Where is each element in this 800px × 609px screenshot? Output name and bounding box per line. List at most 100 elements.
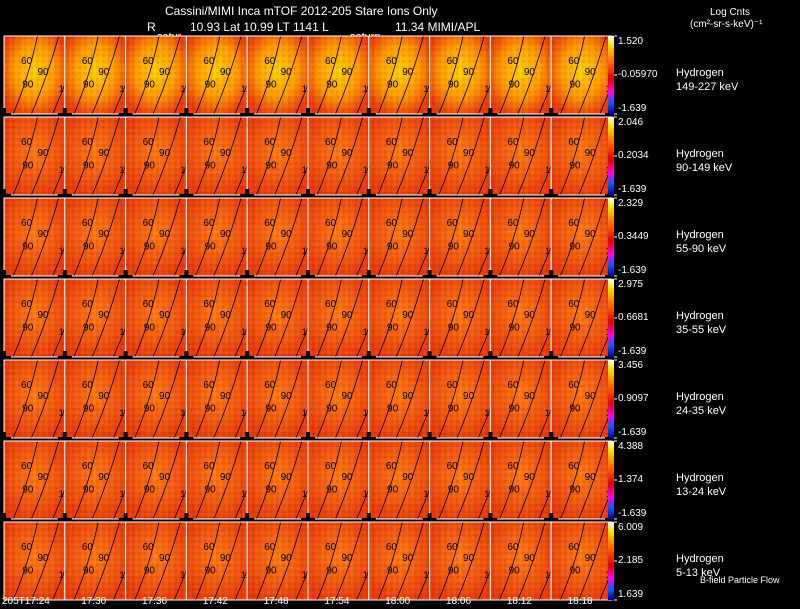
contour-label: 12 <box>59 570 69 580</box>
heatmap-cell <box>550 521 631 601</box>
plot-title: Cassini/MIMI Inca mTOF 2012-205 Stare Io… <box>165 4 438 18</box>
colorbar-tick-label: 0.9097 <box>618 393 649 404</box>
contour-label: 90 <box>281 310 293 321</box>
contour-label: 12 <box>59 327 69 337</box>
grid-cross-marker <box>427 432 432 446</box>
contour-label: 60 <box>264 218 276 229</box>
contour-label: 60 <box>447 218 459 229</box>
grid-cross-marker <box>488 351 493 365</box>
heatmap-cell <box>550 359 631 439</box>
contour-label: 60 <box>21 56 33 67</box>
contour-label: 60 <box>21 542 33 553</box>
contour-label: 90 <box>402 472 414 483</box>
heatmap-cell <box>307 116 388 196</box>
contour-label: 90 <box>159 67 171 78</box>
contour-label: 60 <box>507 218 519 229</box>
grid-cross-marker <box>123 351 128 365</box>
heatmap-cell <box>489 359 570 439</box>
contour-label: 60 <box>203 137 215 148</box>
grid-cross-marker <box>366 189 371 203</box>
grid-cross-marker <box>610 270 614 284</box>
grid-cross-marker <box>62 108 67 122</box>
contour-label: 12 <box>241 246 251 256</box>
contour-label: 12 <box>545 246 555 256</box>
contour-label: 90 <box>524 472 536 483</box>
contour-label: 90 <box>220 310 232 321</box>
colorbar-tick-label: -1.639 <box>618 103 647 114</box>
grid-cross-marker <box>62 513 67 527</box>
contour-label: 60 <box>203 461 215 472</box>
heatmap-cell <box>125 278 206 358</box>
grid-cross-marker <box>610 432 614 446</box>
contour-label: 90 <box>281 229 293 240</box>
grid-cross-marker <box>549 270 554 284</box>
colorbar <box>608 522 614 600</box>
grid-cross-marker <box>488 432 493 446</box>
contour-label: 60 <box>143 542 155 553</box>
colorbar-tick-label: -1.639 <box>618 508 647 519</box>
colorbar-tick-label: 4.388 <box>618 441 644 452</box>
grid-cross-marker <box>366 351 371 365</box>
contour-label: 60 <box>143 137 155 148</box>
grid-cross-marker <box>610 351 614 365</box>
heatmap-cell <box>489 35 570 115</box>
contour-label: 90 <box>220 67 232 78</box>
contour-label: 60 <box>264 542 276 553</box>
colorbar-tick-label: 0.2034 <box>618 150 649 161</box>
contour-label: 12 <box>424 165 434 175</box>
colorbar-tick-label: 1.520 <box>618 36 644 47</box>
grid-cross-marker <box>306 351 310 365</box>
grid-cross-marker <box>549 351 554 365</box>
contour-label: 90 <box>448 79 460 90</box>
position-info: 10.93 Lat 10.99 LT 1141 L <box>190 20 329 34</box>
species-label: Hydrogen <box>676 553 724 565</box>
contour-label: 90 <box>98 67 110 78</box>
contour-label: 90 <box>569 565 581 576</box>
contour-label: 90 <box>387 403 399 414</box>
contour-label: 60 <box>143 299 155 310</box>
contour-label: 90 <box>22 403 34 414</box>
heatmap-cell <box>307 35 388 115</box>
grid-cross-marker <box>245 351 250 365</box>
grid-cross-marker <box>366 432 371 446</box>
contour-label: 12 <box>484 84 494 94</box>
heatmap-cell <box>368 35 449 115</box>
contour-label: 90 <box>326 403 338 414</box>
contour-label: 90 <box>37 553 49 564</box>
contour-label: 60 <box>203 56 215 67</box>
heatmap-cell <box>489 440 570 520</box>
contour-label: 90 <box>205 160 217 171</box>
contour-label: 60 <box>325 542 337 553</box>
position-l-value: 11.34 MIMI/APL <box>395 20 481 34</box>
colorbar <box>608 360 614 438</box>
contour-label: 90 <box>281 148 293 159</box>
contour-label: 90 <box>402 553 414 564</box>
grid-cross-marker <box>488 189 493 203</box>
colorbar-tick-label: 0.6681 <box>618 312 649 323</box>
time-tick-label: 18:12 <box>506 596 532 607</box>
contour-label: 12 <box>424 84 434 94</box>
contour-label: 90 <box>37 67 49 78</box>
contour-label: 60 <box>143 461 155 472</box>
heatmap-cell <box>489 278 570 358</box>
contour-label: 12 <box>424 408 434 418</box>
heatmap-cell <box>307 440 388 520</box>
contour-label: 90 <box>22 322 34 333</box>
contour-label: 12 <box>484 165 494 175</box>
contour-label: 60 <box>447 299 459 310</box>
contour-label: 90 <box>387 565 399 576</box>
contour-label: 90 <box>509 322 521 333</box>
contour-label: 90 <box>220 148 232 159</box>
heatmap-cell <box>246 197 327 277</box>
time-tick-label: 205T17:24 <box>2 596 50 607</box>
heatmap-cell <box>368 278 449 358</box>
contour-label: 60 <box>82 137 94 148</box>
contour-label: 90 <box>22 484 34 495</box>
contour-label: 90 <box>265 241 277 252</box>
contour-label: 90 <box>341 391 353 402</box>
contour-label: 12 <box>484 408 494 418</box>
heatmap-cell <box>3 521 84 601</box>
heatmap-cell <box>307 197 388 277</box>
